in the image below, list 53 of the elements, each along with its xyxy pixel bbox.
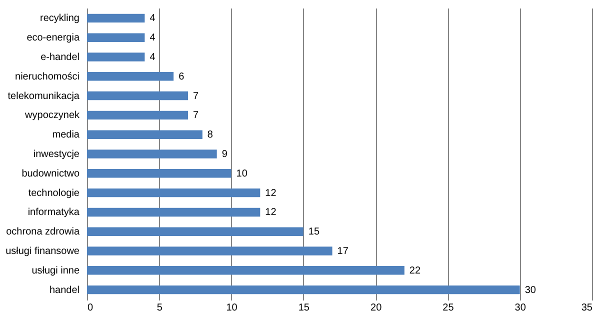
y-tick-label: nieruchomości [15,71,80,82]
y-tick-label: eco-energia [26,32,80,44]
bar [87,91,188,100]
data-label: 8 [207,130,214,141]
bar [87,169,232,178]
y-tick-label: recykling [40,13,80,24]
bar [87,14,145,23]
y-tick-label: media [52,130,80,141]
bar [87,246,332,256]
bar [87,33,145,42]
x-tick-label: 20 [370,302,382,314]
y-tick-label: usługi inne [32,265,80,276]
bar [87,150,217,158]
data-label: 6 [178,71,185,82]
bar [87,188,260,198]
y-tick-label: telekomunikacja [8,90,80,102]
data-label: 9 [222,149,228,160]
y-tick-label: ochrona zdrowia [6,226,80,238]
x-tick-label: 10 [226,302,238,314]
data-label: 12 [265,188,277,199]
data-label: 4 [150,32,156,44]
x-tick-label: 35 [581,302,593,314]
data-label: 4 [150,13,156,24]
x-tick-label: 5 [156,302,163,314]
bar [87,52,145,62]
y-tick-label: budownictwo [22,168,80,180]
data-label: 7 [193,110,199,122]
x-tick-label: 0 [88,302,94,314]
bar [87,130,202,139]
data-label: 12 [265,207,277,218]
bar [87,266,404,275]
bar [87,72,174,81]
x-tick-label: 15 [298,302,310,314]
data-label: 30 [524,284,536,296]
data-label: 4 [150,52,156,63]
x-tick-label: 30 [514,302,526,314]
bar [87,227,304,236]
data-label: 10 [236,168,248,180]
y-tick-label: informatyka [28,207,80,218]
y-tick-label: handel [49,284,80,296]
data-label: 7 [193,90,199,102]
y-tick-label: usługi finansowe [6,246,80,258]
x-tick-label: 25 [442,302,454,314]
bar [87,110,188,120]
data-label: 22 [409,265,421,276]
y-tick-label: wypoczynek [24,110,80,122]
bar [87,285,520,294]
data-label: 15 [308,226,320,238]
y-tick-label: technologie [28,188,80,199]
y-tick-label: e-handel [40,52,80,63]
data-label: 17 [337,246,349,258]
y-tick-label: inwestycje [33,149,80,160]
bar [87,208,260,217]
